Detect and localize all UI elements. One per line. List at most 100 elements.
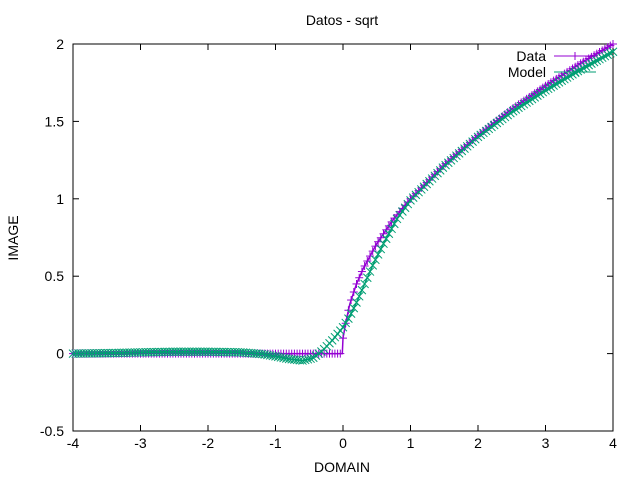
data-point bbox=[360, 261, 369, 270]
data-point bbox=[363, 257, 372, 266]
series-data bbox=[69, 40, 617, 358]
data-point bbox=[519, 99, 529, 109]
series-model bbox=[68, 47, 618, 365]
data-point bbox=[279, 353, 288, 363]
data-point bbox=[303, 354, 313, 364]
legend-label: Model bbox=[508, 64, 546, 80]
data-point bbox=[514, 103, 523, 113]
data-point bbox=[387, 224, 396, 234]
data-point bbox=[578, 63, 588, 73]
data-point bbox=[376, 244, 386, 254]
data-point bbox=[379, 239, 388, 249]
data-point bbox=[400, 203, 410, 213]
y-axis-label: IMAGE bbox=[5, 215, 21, 260]
data-point bbox=[344, 314, 353, 323]
legend-label: Data bbox=[516, 48, 546, 64]
x-axis-label: DOMAIN bbox=[314, 459, 370, 475]
legend-item-data: Data bbox=[516, 48, 596, 64]
legend-item-model: Model bbox=[508, 64, 596, 80]
data-point bbox=[605, 48, 615, 58]
y-tick-label: 1 bbox=[56, 191, 64, 207]
y-tick-label: -0.5 bbox=[40, 423, 64, 439]
chart-title: Datos - sqrt bbox=[306, 12, 378, 28]
data-point bbox=[516, 101, 526, 111]
data-point bbox=[549, 81, 558, 90]
y-tick-label: 2 bbox=[56, 36, 64, 52]
data-point bbox=[573, 66, 583, 76]
y-tick-label: 1.5 bbox=[45, 113, 65, 129]
data-point bbox=[541, 86, 550, 95]
data-point bbox=[557, 76, 567, 86]
y-tick-label: 0.5 bbox=[45, 268, 65, 284]
data-point bbox=[389, 219, 399, 229]
data-point bbox=[371, 255, 380, 265]
data-point bbox=[508, 106, 518, 116]
data-point bbox=[373, 250, 383, 259]
data-point bbox=[562, 73, 572, 82]
data-point bbox=[392, 214, 402, 224]
data-point bbox=[263, 350, 272, 360]
data-point bbox=[546, 82, 556, 92]
data-point bbox=[403, 199, 413, 209]
data-point bbox=[581, 62, 591, 71]
y-tick-label: 0 bbox=[56, 346, 64, 362]
data-point bbox=[352, 279, 361, 288]
data-point bbox=[584, 60, 594, 70]
data-point bbox=[592, 56, 602, 66]
plot-frame bbox=[72, 43, 614, 432]
data-point bbox=[589, 57, 599, 67]
data-point bbox=[281, 354, 291, 363]
data-point bbox=[355, 273, 364, 282]
x-tick-label: -2 bbox=[202, 435, 215, 451]
data-point bbox=[362, 273, 372, 283]
data-point bbox=[398, 207, 407, 216]
data-point bbox=[273, 352, 283, 362]
data-point bbox=[395, 210, 405, 220]
data-point bbox=[535, 89, 545, 99]
x-axis: -4 -3 -2 -1 0 1 2 3 4 bbox=[67, 44, 617, 451]
data-point bbox=[381, 234, 391, 244]
data-point bbox=[551, 79, 561, 89]
data-point bbox=[554, 78, 564, 87]
x-tick-label: -3 bbox=[134, 435, 147, 451]
x-tick-label: -1 bbox=[269, 435, 282, 451]
data-point bbox=[600, 51, 610, 61]
data-point bbox=[346, 309, 356, 319]
data-point bbox=[268, 351, 278, 361]
data-point bbox=[530, 93, 540, 102]
data-point bbox=[352, 298, 361, 307]
data-point bbox=[603, 50, 612, 60]
data-point bbox=[506, 108, 515, 118]
data-point bbox=[271, 352, 280, 361]
x-tick-label: 4 bbox=[609, 435, 617, 451]
data-point bbox=[300, 355, 310, 365]
x-tick-label: 0 bbox=[339, 435, 347, 451]
x-tick-label: 2 bbox=[474, 435, 482, 451]
data-point bbox=[543, 84, 553, 94]
data-point bbox=[565, 71, 575, 81]
data-point bbox=[339, 334, 347, 343]
data-point bbox=[522, 98, 531, 107]
x-tick-label: 1 bbox=[407, 435, 415, 451]
series-line bbox=[73, 43, 614, 355]
data-point bbox=[365, 267, 375, 276]
data-point bbox=[608, 47, 618, 57]
data-point bbox=[338, 322, 348, 332]
data-point bbox=[360, 279, 369, 289]
x-tick-label: 3 bbox=[542, 435, 550, 451]
data-point bbox=[260, 350, 270, 359]
data-point bbox=[524, 96, 534, 106]
data-point bbox=[533, 91, 542, 100]
data-point bbox=[336, 349, 345, 358]
data-point bbox=[597, 53, 607, 63]
data-point bbox=[587, 59, 596, 68]
data-point bbox=[298, 356, 307, 365]
data-point bbox=[257, 349, 267, 359]
data-point bbox=[609, 40, 617, 48]
data-point bbox=[265, 351, 275, 360]
data-point bbox=[527, 94, 537, 104]
data-point bbox=[341, 318, 351, 328]
series-layer bbox=[68, 40, 618, 365]
data-point bbox=[595, 54, 604, 64]
